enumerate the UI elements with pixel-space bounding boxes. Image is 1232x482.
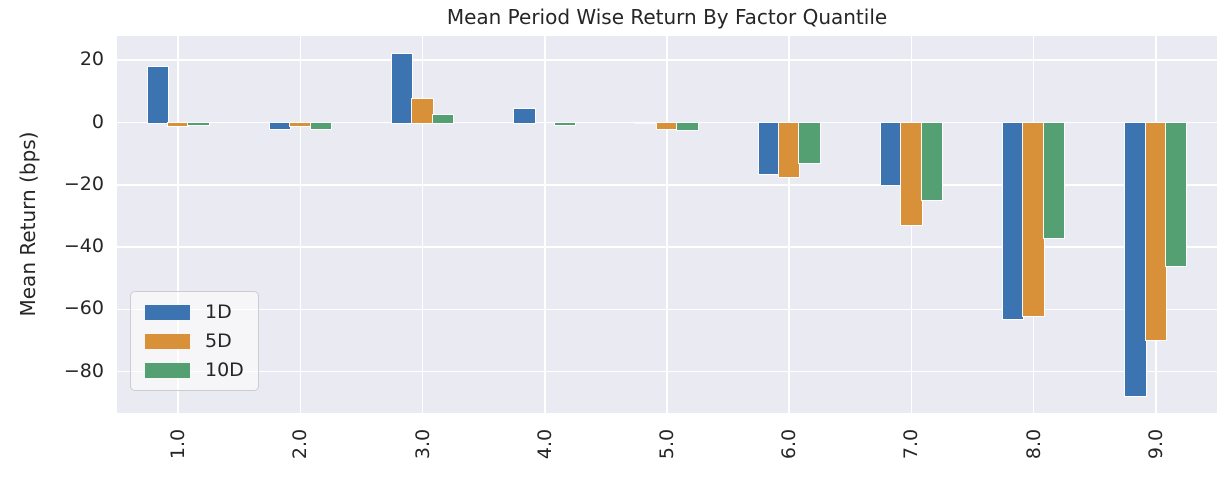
legend-label: 5D [205,330,232,352]
bar-5D-8.0 [1022,121,1045,317]
legend-swatch-5D [145,333,190,349]
gridline-vertical [666,36,668,413]
legend-label: 1D [205,301,232,323]
bar-10D-6.0 [798,121,821,165]
x-tick-label: 1.0 [167,428,190,460]
y-axis-label: Mean Return (bps) [16,131,40,317]
gridline-vertical [421,36,424,413]
bar-10D-3.0 [431,113,455,124]
y-tick-label: −20 [63,172,104,195]
bar-5D-1.0 [166,121,190,128]
bar-1D-3.0 [390,53,414,124]
legend-swatch-1D [145,304,190,320]
legend-item-5D: 5D [145,330,244,352]
legend: 1D 5D 10D [130,291,259,391]
bar-5D-7.0 [900,121,923,227]
legend-label: 10D [205,359,244,381]
gridline-vertical [543,36,546,413]
gridline-vertical [788,36,791,413]
legend-item-1D: 1D [145,301,244,323]
bar-1D-2.0 [268,121,292,130]
bar-10D-1.0 [187,121,210,127]
plot-area [117,36,1217,413]
bar-1D-6.0 [757,121,781,175]
y-tick-label: 20 [79,48,104,71]
x-tick-label: 6.0 [778,428,801,460]
x-tick-label: 9.0 [1144,428,1167,460]
y-tick-label: 0 [91,110,104,133]
bar-10D-2.0 [309,121,332,131]
bar-1D-5.0 [635,121,658,125]
chart-title: Mean Period Wise Return By Factor Quanti… [446,5,888,29]
y-tick-label: −40 [63,235,104,258]
gridline-vertical [299,36,302,413]
y-tick-label: −60 [63,297,104,320]
legend-swatch-10D [145,362,190,378]
legend-item-10D: 10D [145,359,244,381]
bar-5D-9.0 [1144,121,1168,342]
gridline-vertical [177,36,179,413]
x-tick-label: 4.0 [533,428,556,460]
bar-1D-1.0 [146,65,169,124]
bar-5D-6.0 [777,121,801,179]
y-tick-label: −80 [63,359,104,382]
x-tick-label: 3.0 [411,428,434,460]
bar-5D-2.0 [289,121,312,128]
bar-1D-8.0 [1002,121,1025,320]
bar-10D-4.0 [553,121,577,127]
x-tick-label: 8.0 [1022,428,1045,460]
bar-1D-9.0 [1124,121,1147,398]
bar-10D-7.0 [920,121,944,202]
bar-5D-5.0 [655,121,679,130]
x-tick-label: 2.0 [289,428,312,460]
bar-10D-5.0 [676,121,699,132]
bar-5D-3.0 [411,97,434,124]
x-tick-label: 5.0 [656,428,678,460]
bar-1D-4.0 [513,107,536,124]
bar-1D-7.0 [879,121,903,186]
bar-10D-8.0 [1042,121,1066,239]
bar-10D-9.0 [1165,121,1188,267]
x-tick-label: 7.0 [900,428,923,460]
